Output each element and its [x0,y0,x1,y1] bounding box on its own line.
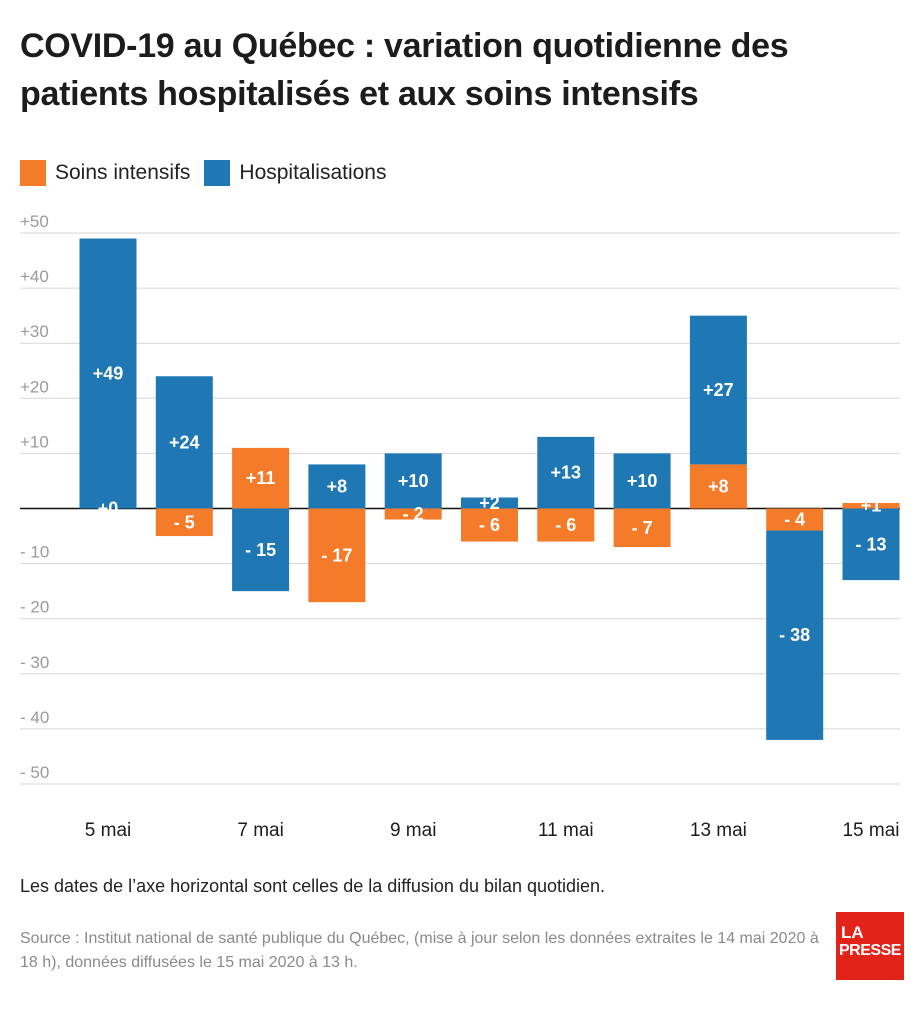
la-presse-logo: LA PRESSE [836,912,904,980]
bar-hospitalisations [232,508,290,592]
x-tick-label: 9 mai [390,820,436,841]
data-label-soins-intensifs: +11 [246,468,276,488]
data-label-soins-intensifs: - 6 [479,515,500,535]
y-tick-label: - 20 [20,598,49,617]
bar-soins-intensifs [384,508,442,520]
data-label-soins-intensifs: +8 [708,476,729,496]
data-label-soins-intensifs: - 7 [632,518,653,538]
legend-item-hospitalisations: Hospitalisations [204,160,386,186]
y-tick-label: - 40 [20,708,49,727]
legend-item-soins-intensifs: Soins intensifs [20,160,190,186]
data-label-hospitalisations: +24 [169,432,200,452]
logo-text-line1: LA [841,923,864,942]
axis-note: Les dates de l’axe horizontal sont celle… [20,876,606,896]
logo-text-line2: PRESSE [839,942,901,959]
data-label-soins-intensifs: - 2 [403,504,424,524]
x-tick-label: 7 mai [237,820,283,841]
y-tick-label: +50 [20,212,49,231]
bar-hospitalisations [79,238,137,509]
data-label-hospitalisations: +27 [703,380,734,400]
bar-soins-intensifs [308,508,366,603]
legend-swatch-hospitalisations [204,160,231,186]
bar-soins-intensifs [461,508,518,542]
legend-swatch-soins-intensifs [20,160,46,186]
bar-hospitalisations [461,497,518,509]
x-tick-label: 15 mai [842,820,899,841]
bar-hospitalisations [308,464,366,509]
bar-soins-intensifs [537,508,595,542]
data-label-soins-intensifs: - 4 [784,510,805,530]
x-tick-label: 5 mai [85,820,131,841]
bar-hospitalisations [613,453,671,509]
data-label-hospitalisations: +10 [398,471,429,491]
bar-soins-intensifs [689,464,747,509]
bar-hospitalisations [689,315,747,465]
bar-hospitalisations [155,376,213,509]
data-label-hospitalisations: - 15 [245,540,276,560]
bar-hospitalisations [842,508,900,581]
data-label-soins-intensifs: - 5 [174,512,195,532]
y-tick-label: +20 [20,377,49,396]
data-label-soins-intensifs: +0 [98,499,119,519]
chart-legend: Soins intensifs Hospitalisations [20,160,400,186]
legend-label-hospitalisations: Hospitalisations [239,161,387,184]
data-label-hospitalisations: +8 [327,476,348,496]
y-tick-label: +30 [20,322,49,341]
data-label-hospitalisations: +10 [627,471,658,491]
data-label-soins-intensifs: - 6 [555,515,576,535]
bar-soins-intensifs [155,508,213,537]
data-label-hospitalisations: - 38 [779,625,810,645]
data-label-soins-intensifs: +1 [861,496,882,516]
data-label-hospitalisations: - 13 [855,534,886,554]
bar-hospitalisations [537,436,595,509]
x-tick-label: 13 mai [690,820,747,841]
legend-label-soins-intensifs: Soins intensifs [55,161,191,184]
bar-soins-intensifs [842,502,900,509]
chart-title: COVID-19 au Québec : variation quotidien… [20,27,789,113]
data-label-hospitalisations: +49 [93,364,124,384]
source-text: Source : Institut national de santé publ… [20,930,819,971]
y-tick-label: +40 [20,267,49,286]
y-tick-label: - 50 [20,763,49,782]
bar-chart: +50 +40 +30 +20 +10 - 10 - 20 - 30 - 40 - 50 +0 - 5… [20,212,900,841]
bar-soins-intensifs [766,508,824,531]
bar-hospitalisations [766,530,824,740]
data-label-hospitalisations: +13 [551,463,582,483]
y-tick-label: - 30 [20,653,49,672]
bar-hospitalisations [384,453,442,509]
data-label-hospitalisations: +2 [479,493,500,513]
bar-soins-intensifs [232,447,290,509]
bar-soins-intensifs [613,508,671,548]
y-tick-label: - 10 [20,543,49,562]
data-label-soins-intensifs: - 17 [321,545,352,565]
x-tick-label: 11 mai [538,820,594,841]
y-tick-label: +10 [20,432,49,451]
